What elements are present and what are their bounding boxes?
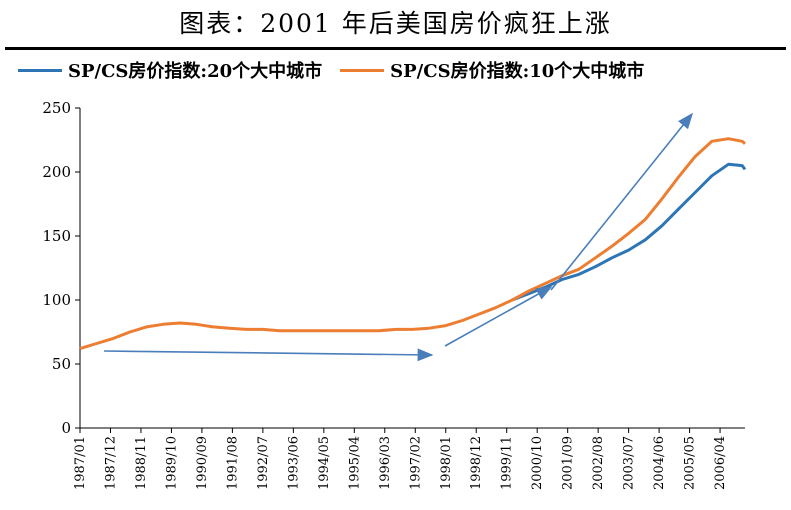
x-tick-label: 1992/07 — [256, 436, 271, 490]
x-tick-label: 1990/09 — [195, 436, 210, 490]
x-tick-label: 2000/10 — [530, 436, 545, 490]
title-divider — [5, 47, 786, 50]
x-tick-label: 1995/04 — [347, 436, 362, 490]
x-tick-label: 2006/04 — [713, 436, 728, 490]
y-tick-label: 150 — [42, 227, 71, 245]
legend-item-20-cities: SP/CS房价指数:20个大中城市 — [18, 57, 322, 83]
series-line-10-cities — [79, 137, 746, 351]
x-tick-label: 1997/02 — [408, 436, 423, 490]
x-tick-label: 1987/01 — [73, 436, 88, 490]
trend-arrow — [550, 112, 694, 291]
x-tick-label: 1998/01 — [439, 436, 454, 490]
y-tick-label: 50 — [52, 355, 71, 373]
x-tick-label: 1996/03 — [378, 436, 393, 490]
x-tick-label: 1989/10 — [164, 436, 179, 490]
trend-arrow — [444, 286, 553, 347]
y-tick-label: 200 — [42, 163, 71, 181]
y-tick-label: 0 — [61, 419, 71, 437]
x-tick-label: 1988/11 — [134, 436, 149, 490]
legend-line-20-cities — [18, 68, 62, 72]
legend-line-10-cities — [340, 68, 385, 72]
legend-label-20-cities: SP/CS房价指数:20个大中城市 — [68, 61, 323, 82]
x-tick-label: 1994/05 — [317, 436, 332, 490]
chart-title: 图表：2001 年后美国房价疯狂上涨 — [179, 9, 612, 38]
x-tick-label: 1998/12 — [469, 436, 484, 490]
x-tick-label: 2003/07 — [622, 436, 637, 490]
x-tick-label: 1999/11 — [500, 436, 515, 490]
x-tick-label: 1993/06 — [286, 436, 301, 490]
legend: SP/CS房价指数:20个大中城市 SP/CS房价指数:10个大中城市 — [18, 58, 662, 82]
x-tick-label: 2004/06 — [652, 436, 667, 490]
x-tick-label: 2001/09 — [561, 436, 576, 490]
y-tick-label: 250 — [42, 99, 71, 117]
legend-item-10-cities: SP/CS房价指数:10个大中城市 — [340, 57, 644, 83]
y-tick-label: 100 — [42, 291, 71, 309]
x-tick-label: 1991/08 — [225, 436, 240, 490]
legend-label-10-cities: SP/CS房价指数:10个大中城市 — [390, 61, 645, 82]
series-line-20-cities — [511, 162, 747, 302]
x-tick-label: 2005/05 — [683, 436, 698, 490]
trend-arrow — [103, 348, 434, 362]
x-tick-label: 1987/12 — [103, 436, 118, 490]
x-tick-label: 2002/08 — [591, 436, 606, 490]
